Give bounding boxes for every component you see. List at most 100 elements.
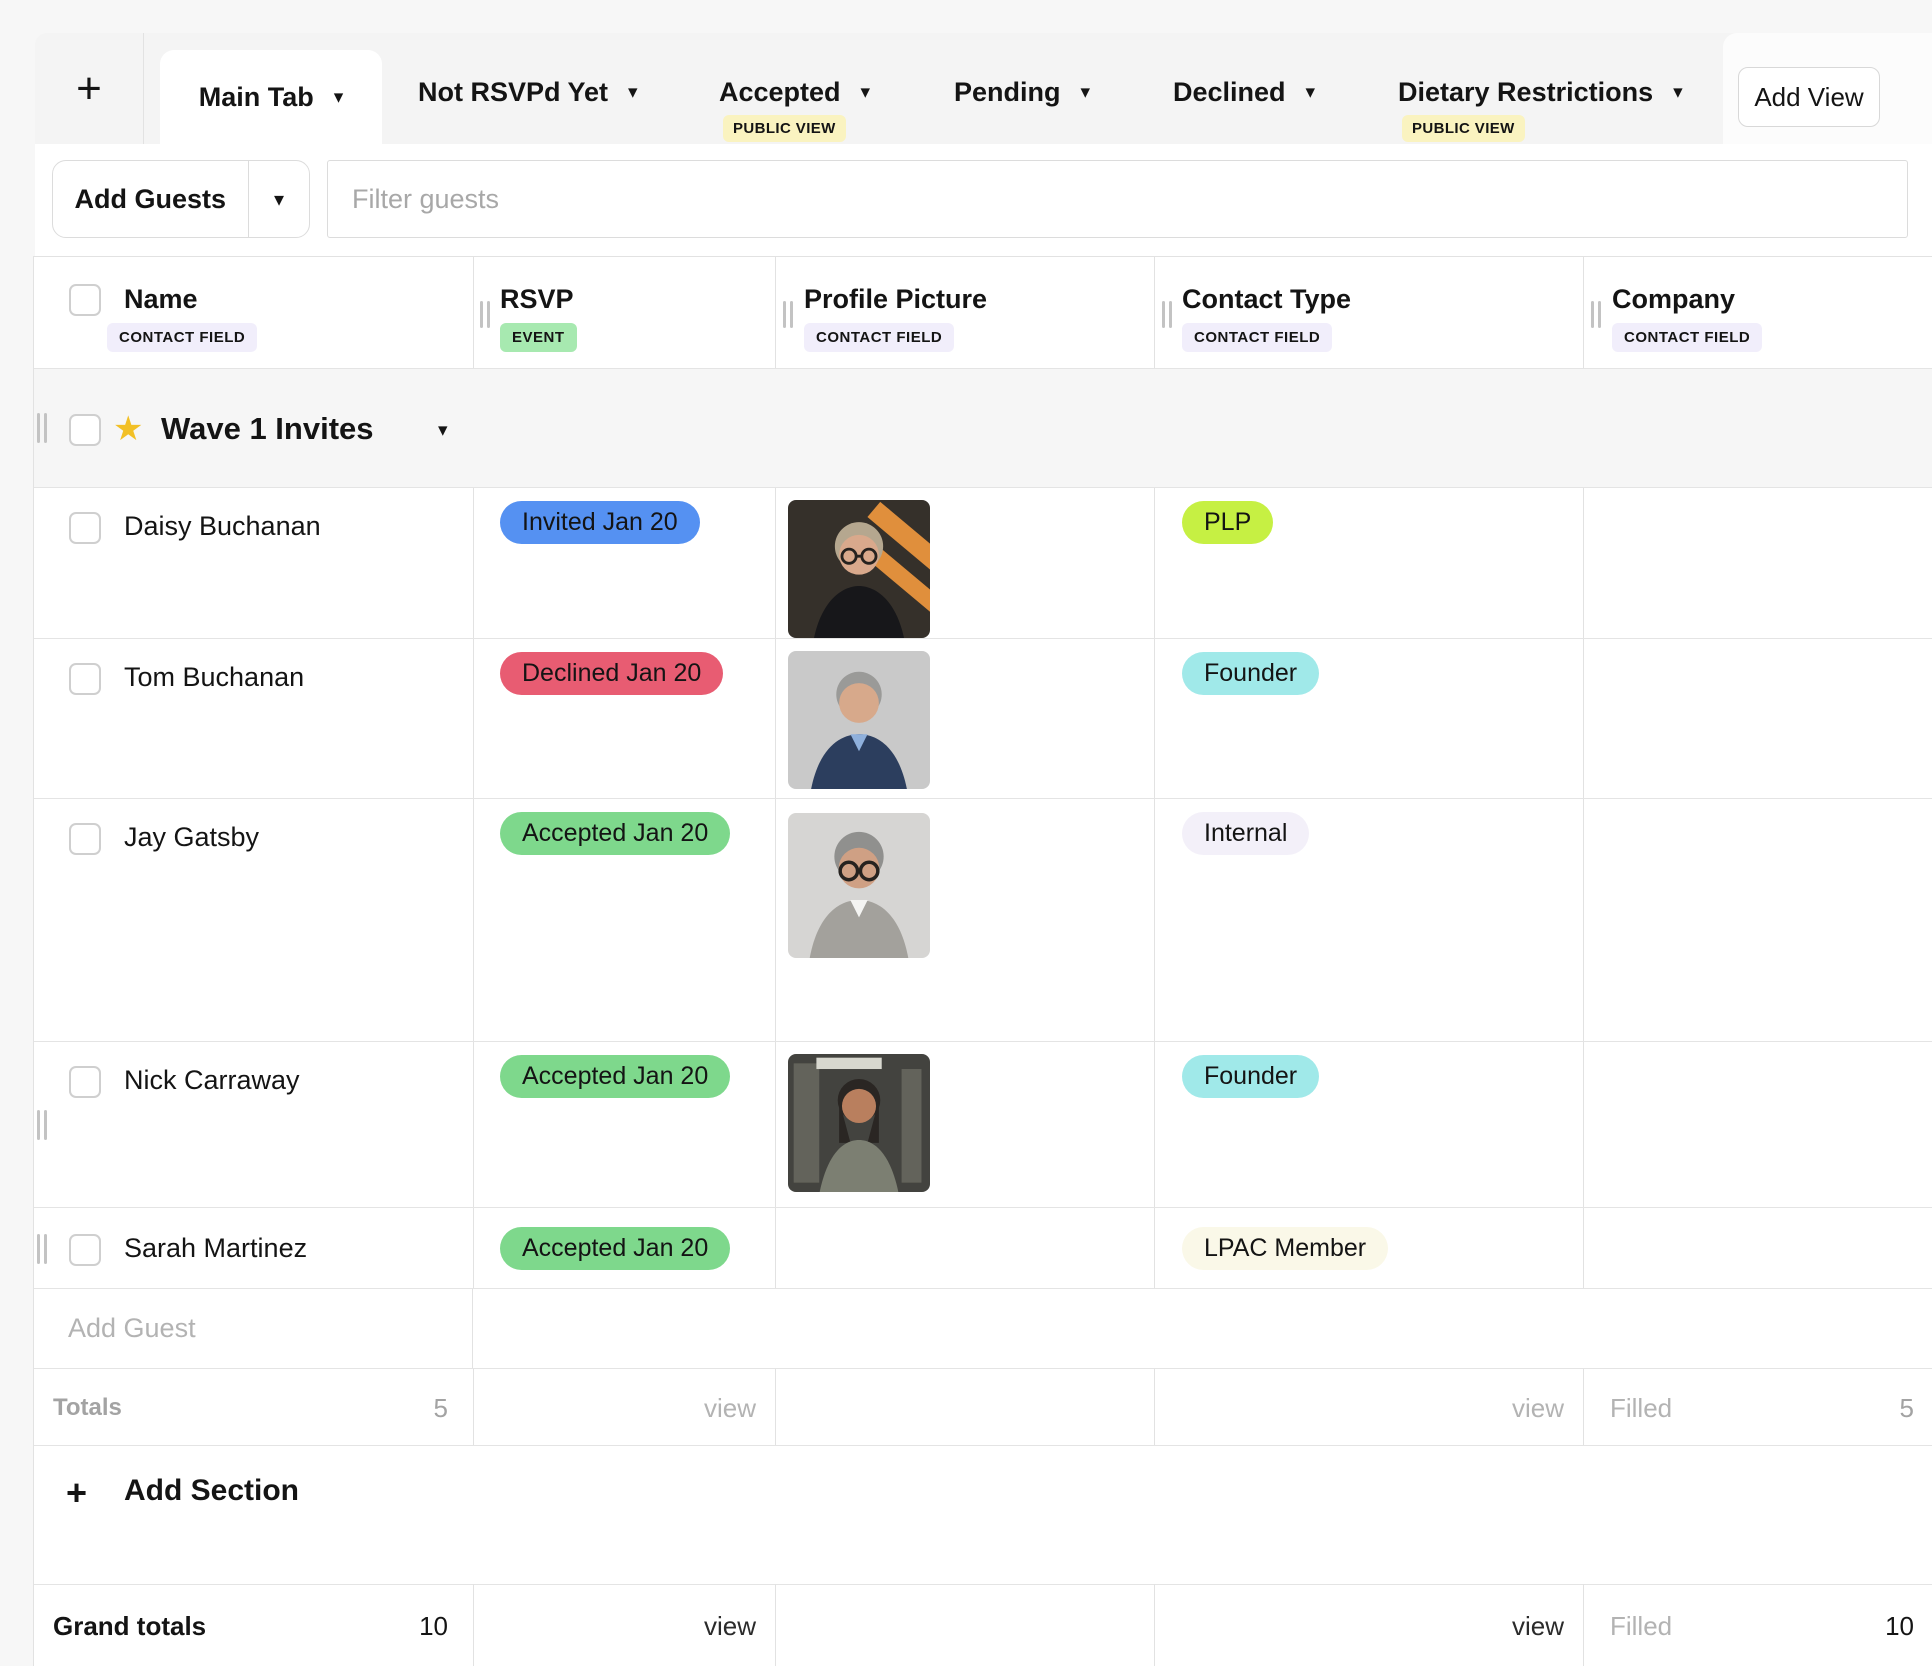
tab-accepted[interactable]: Accepted ▾ PUBLIC VIEW (719, 75, 870, 142)
rsvp-badge: Declined Jan 20 (500, 652, 724, 695)
add-section-label: Add Section (124, 1474, 300, 1507)
cell-profile-picture[interactable] (775, 488, 1154, 638)
tab-label: Main Tab (198, 81, 314, 112)
profile-photo (788, 813, 930, 958)
tab-label: Not RSVPd Yet (418, 76, 609, 107)
grand-totals-rsvp-cell: view (473, 1584, 775, 1666)
filter-guests-input[interactable] (327, 160, 1908, 238)
tab-declined[interactable]: Declined ▾ (1173, 75, 1315, 109)
cell-profile-picture[interactable] (775, 799, 1154, 1041)
header-name: Name CONTACT FIELD (34, 257, 473, 368)
header-contact-type: Contact Type CONTACT FIELD (1154, 257, 1583, 368)
cell-contact-type[interactable]: Founder (1154, 1042, 1583, 1207)
cell-company[interactable]: Buchanan Enterprises (1583, 639, 1932, 798)
row-checkbox[interactable] (69, 512, 101, 544)
row-drag-handle-icon[interactable] (37, 1110, 47, 1140)
add-view-panel: Add View (1723, 33, 1932, 144)
totals-view-link[interactable]: view (1511, 1393, 1564, 1423)
toolbar: Add Guests ▾ (35, 144, 1932, 256)
field-type-badge: CONTACT FIELD (1612, 323, 1763, 352)
chevron-down-icon[interactable]: ▾ (438, 420, 448, 441)
cell-company[interactable]: Carraway Bonds (1583, 1042, 1932, 1207)
field-type-badge: EVENT (500, 323, 577, 352)
column-title: Name (124, 284, 198, 314)
column-title: Company (1612, 284, 1736, 314)
cell-rsvp[interactable]: Declined Jan 20 (473, 639, 775, 798)
row-checkbox[interactable] (69, 1066, 101, 1098)
tab-bar: + Main Tab ▾ Not RSVPd Yet ▾ Accepted ▾ … (35, 33, 1932, 145)
public-view-badge: PUBLIC VIEW (723, 115, 846, 142)
row-drag-handle-icon[interactable] (37, 1234, 47, 1264)
cell-company[interactable]: Gatsby Enterprises (1583, 799, 1932, 1041)
chevron-down-icon[interactable]: ▾ (628, 81, 638, 103)
cell-contact-type[interactable]: LPAC Member (1154, 1208, 1583, 1288)
add-tab-button[interactable]: + (35, 33, 144, 144)
tab-main-tab[interactable]: Main Tab ▾ (160, 50, 382, 144)
column-title: Profile Picture (804, 284, 988, 314)
totals-count: 5 (433, 1393, 448, 1423)
row-checkbox[interactable] (69, 823, 101, 855)
column-drag-handle-icon[interactable] (1162, 301, 1172, 328)
totals-view-link[interactable]: view (703, 1393, 756, 1423)
contact-type-badge: LPAC Member (1182, 1227, 1389, 1270)
column-title: Contact Type (1182, 284, 1352, 314)
chevron-down-icon[interactable]: ▾ (1080, 81, 1091, 103)
field-type-badge: CONTACT FIELD (1182, 323, 1333, 352)
cell-contact-type[interactable]: Founder (1154, 639, 1583, 798)
grand-totals-label: Grand totals (53, 1611, 207, 1641)
guest-name: Daisy Buchanan (124, 511, 321, 541)
cell-contact-type[interactable]: Internal (1154, 799, 1583, 1041)
totals-contact-cell: view (1154, 1369, 1583, 1445)
cell-profile-picture[interactable] (775, 1208, 1154, 1288)
cell-profile-picture[interactable] (775, 639, 1154, 798)
chevron-down-icon[interactable]: ▾ (273, 188, 285, 211)
cell-profile-picture[interactable] (775, 1042, 1154, 1207)
section-checkbox[interactable] (69, 414, 101, 446)
add-guest-cell[interactable]: Add Guest (34, 1289, 473, 1368)
add-guest-row[interactable]: Add Guest (34, 1289, 1932, 1369)
grand-totals-view-link[interactable]: view (703, 1611, 756, 1641)
table-row: Daisy Buchanan Invited Jan 20 (34, 488, 1932, 639)
cell-rsvp[interactable]: Accepted Jan 20 (473, 1042, 775, 1207)
row-checkbox[interactable] (69, 1234, 101, 1266)
contact-type-badge: PLP (1182, 501, 1274, 544)
column-drag-handle-icon[interactable] (1591, 301, 1601, 328)
tab-pending[interactable]: Pending ▾ (954, 75, 1090, 109)
totals-label: Totals (53, 1394, 122, 1421)
tab-label: Declined (1173, 76, 1286, 107)
cell-company[interactable]: Stanford Endowment (1583, 1208, 1932, 1288)
add-guest-placeholder: Add Guest (68, 1313, 196, 1343)
cell-name: Sarah Martinez (34, 1208, 473, 1288)
table-header-row: Name CONTACT FIELD RSVP EVENT Profile Pi… (34, 257, 1932, 369)
button-divider (247, 161, 249, 237)
chevron-down-icon[interactable]: ▾ (860, 81, 871, 103)
grand-totals-contact-cell: view (1154, 1584, 1583, 1666)
rsvp-badge: Accepted Jan 20 (500, 1227, 731, 1270)
row-drag-handle-icon[interactable] (37, 413, 47, 443)
tab-dietary-restrictions[interactable]: Dietary Restrictions ▾ PUBLIC VIEW (1398, 75, 1683, 142)
glasses-icon (838, 860, 880, 882)
column-drag-handle-icon[interactable] (480, 301, 490, 328)
cell-company[interactable]: Independent (1583, 488, 1932, 638)
select-all-checkbox[interactable] (69, 284, 101, 316)
glasses-icon (840, 547, 878, 565)
cell-rsvp[interactable]: Invited Jan 20 (473, 488, 775, 638)
add-view-button[interactable]: Add View (1738, 67, 1880, 127)
add-section-button[interactable]: + Add Section (34, 1446, 1932, 1585)
contact-type-badge: Internal (1182, 812, 1310, 855)
section-row-wave-1-invites[interactable]: ★ Wave 1 Invites ▾ (34, 369, 1932, 488)
tab-not-rsvpd-yet[interactable]: Not RSVPd Yet ▾ (418, 75, 638, 109)
table-row: Tom Buchanan Declined Jan 20 (34, 639, 1932, 799)
add-guests-button[interactable]: Add Guests ▾ (52, 160, 310, 238)
chevron-down-icon[interactable]: ▾ (1305, 81, 1316, 103)
grand-totals-view-link[interactable]: view (1511, 1611, 1564, 1641)
cell-rsvp[interactable]: Accepted Jan 20 (473, 799, 775, 1041)
cell-rsvp[interactable]: Accepted Jan 20 (473, 1208, 775, 1288)
chevron-down-icon[interactable]: ▾ (1673, 81, 1683, 103)
cell-name: Jay Gatsby (34, 799, 473, 1041)
chevron-down-icon[interactable]: ▾ (333, 86, 344, 108)
row-checkbox[interactable] (69, 663, 101, 695)
column-drag-handle-icon[interactable] (783, 301, 793, 328)
cell-contact-type[interactable]: PLP (1154, 488, 1583, 638)
